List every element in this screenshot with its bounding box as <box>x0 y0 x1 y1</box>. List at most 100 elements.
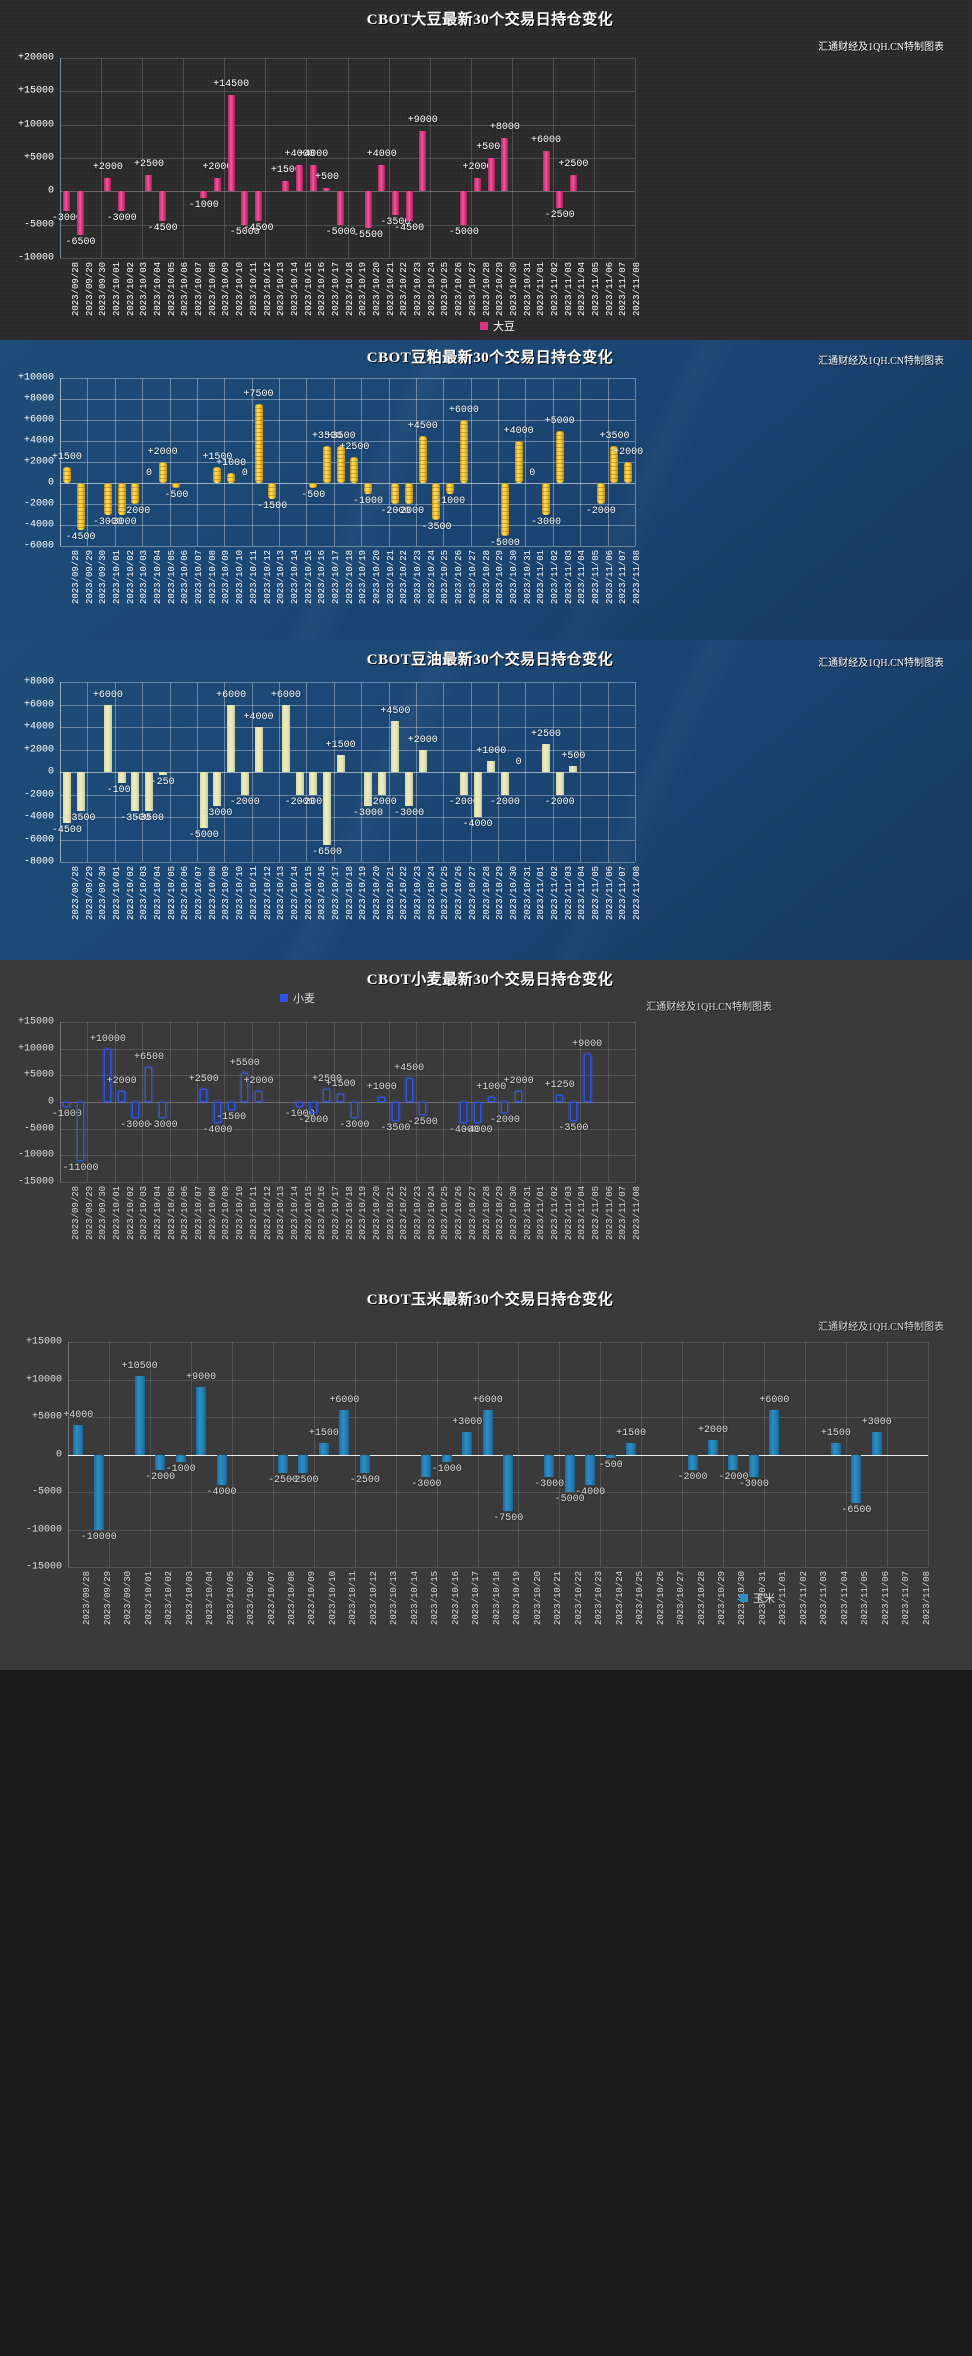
bar[interactable] <box>391 483 400 504</box>
bar[interactable] <box>196 1387 207 1455</box>
bar[interactable] <box>254 727 263 772</box>
bar[interactable] <box>708 1439 718 1455</box>
bar[interactable] <box>542 743 550 772</box>
bar[interactable] <box>556 191 564 208</box>
bar[interactable] <box>103 483 112 515</box>
bar[interactable] <box>158 772 167 775</box>
bar[interactable] <box>418 435 427 483</box>
bar[interactable] <box>227 704 236 772</box>
bar[interactable] <box>350 1102 358 1118</box>
bar[interactable] <box>748 1454 759 1477</box>
bar[interactable] <box>515 1091 523 1102</box>
bar[interactable] <box>728 1454 739 1470</box>
bar[interactable] <box>569 766 578 772</box>
bar[interactable] <box>318 1443 329 1455</box>
bar[interactable] <box>131 772 140 812</box>
bar[interactable] <box>364 483 373 494</box>
bar[interactable] <box>459 772 468 795</box>
bar[interactable] <box>364 191 372 228</box>
bar[interactable] <box>337 191 345 225</box>
bar[interactable] <box>555 772 564 795</box>
bar[interactable] <box>378 164 386 192</box>
bar[interactable] <box>405 191 413 222</box>
bar[interactable] <box>63 1102 71 1108</box>
bar[interactable] <box>769 1409 780 1455</box>
bar[interactable] <box>462 1432 473 1455</box>
bar[interactable] <box>213 178 221 192</box>
bar[interactable] <box>322 772 331 846</box>
bar[interactable] <box>419 1102 427 1116</box>
bar[interactable] <box>337 1094 345 1102</box>
bar[interactable] <box>241 1072 249 1102</box>
bar[interactable] <box>298 1454 309 1474</box>
bar[interactable] <box>487 760 496 772</box>
bar[interactable] <box>585 1454 596 1485</box>
bar[interactable] <box>569 174 577 192</box>
bar[interactable] <box>216 1454 227 1485</box>
bar[interactable] <box>432 483 441 520</box>
bar[interactable] <box>421 1454 432 1477</box>
bar[interactable] <box>391 721 400 772</box>
bar[interactable] <box>254 404 263 483</box>
bar[interactable] <box>418 749 427 772</box>
bar[interactable] <box>482 1409 493 1455</box>
bar[interactable] <box>159 191 167 222</box>
bar[interactable] <box>378 1096 386 1102</box>
bar[interactable] <box>62 772 71 823</box>
bar[interactable] <box>487 158 495 192</box>
bar[interactable] <box>309 1102 317 1113</box>
bar[interactable] <box>77 191 85 235</box>
bar[interactable] <box>339 1409 350 1455</box>
bar[interactable] <box>227 94 235 192</box>
bar[interactable] <box>213 1102 221 1124</box>
bar[interactable] <box>460 191 468 225</box>
bar[interactable] <box>405 772 414 806</box>
bar[interactable] <box>503 1454 514 1511</box>
bar[interactable] <box>323 188 331 192</box>
bar[interactable] <box>175 1454 186 1462</box>
bar[interactable] <box>281 704 290 772</box>
bar[interactable] <box>76 772 85 812</box>
bar[interactable] <box>73 1424 84 1455</box>
bar[interactable] <box>377 772 386 795</box>
bar[interactable] <box>200 191 208 198</box>
bar[interactable] <box>227 472 236 483</box>
bar[interactable] <box>391 1102 399 1121</box>
bar[interactable] <box>474 1102 482 1124</box>
bar[interactable] <box>131 483 140 504</box>
bar[interactable] <box>63 191 71 212</box>
bar[interactable] <box>255 1091 262 1102</box>
bar[interactable] <box>500 772 509 795</box>
bar[interactable] <box>419 131 427 192</box>
bar[interactable] <box>350 456 359 483</box>
bar[interactable] <box>569 1102 577 1121</box>
bar[interactable] <box>322 446 331 483</box>
bar[interactable] <box>268 483 277 499</box>
bar[interactable] <box>851 1454 862 1504</box>
bar[interactable] <box>104 1048 112 1102</box>
bar[interactable] <box>583 1054 591 1102</box>
bar[interactable] <box>155 1454 166 1470</box>
bar[interactable] <box>441 1454 452 1462</box>
bar[interactable] <box>296 164 304 192</box>
bar[interactable] <box>687 1454 698 1470</box>
bar[interactable] <box>405 483 414 504</box>
bar[interactable] <box>473 772 482 817</box>
bar[interactable] <box>514 441 523 483</box>
bar[interactable] <box>336 446 345 483</box>
bar[interactable] <box>474 178 482 192</box>
bar[interactable] <box>134 1375 145 1455</box>
bar[interactable] <box>282 181 290 192</box>
bar[interactable] <box>605 1454 616 1459</box>
bar[interactable] <box>460 1102 468 1124</box>
bar[interactable] <box>624 462 633 483</box>
bar[interactable] <box>278 1454 288 1474</box>
bar[interactable] <box>200 1088 208 1102</box>
bar[interactable] <box>77 1102 85 1161</box>
bar[interactable] <box>544 1454 555 1477</box>
bar[interactable] <box>359 1454 370 1474</box>
bar[interactable] <box>158 462 167 483</box>
bar[interactable] <box>309 772 318 795</box>
bar[interactable] <box>500 483 509 536</box>
bar[interactable] <box>145 1067 153 1102</box>
